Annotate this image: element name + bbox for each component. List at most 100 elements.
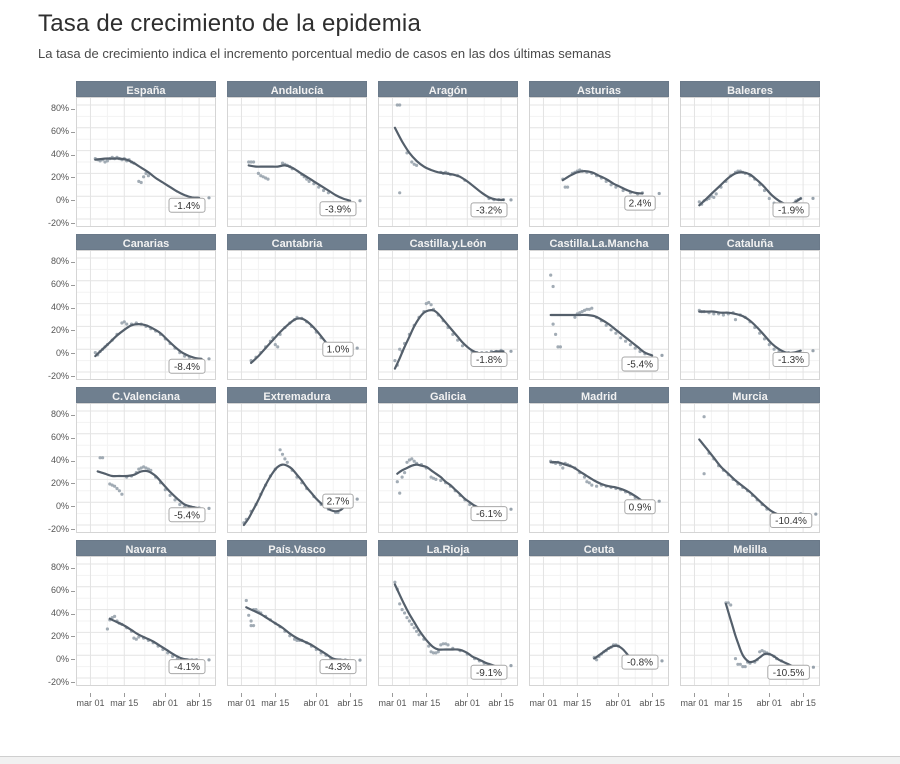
y-axis-label: -20% <box>47 676 69 687</box>
trend-line <box>108 617 198 662</box>
trend-line <box>561 169 644 195</box>
panel-border <box>227 97 367 227</box>
data-point <box>98 456 102 460</box>
latest-point <box>207 196 211 200</box>
facet-panel-c-valenciana: C.Valenciana -5.4% <box>76 387 216 533</box>
data-point <box>431 476 436 480</box>
y-axis-tick <box>71 483 75 485</box>
x-axis-label: abr 15 <box>488 698 514 708</box>
latest-point <box>660 353 664 357</box>
data-point <box>590 306 594 310</box>
panel-border <box>378 250 518 380</box>
data-point <box>554 332 558 336</box>
data-point <box>614 331 618 335</box>
data-point <box>105 159 109 163</box>
y-axis-gutter: 80% 60% 40% 20% 0% -20% <box>38 387 76 534</box>
data-point <box>249 160 253 164</box>
facet-panel-galicia: Galicia -6.1% <box>378 387 518 533</box>
x-axis-label: abr 01 <box>152 698 179 708</box>
data-point <box>434 651 438 655</box>
facet-panel-catalu-a: Cataluña -1.3% <box>680 234 820 380</box>
data-point <box>551 284 555 289</box>
data-point <box>556 345 560 349</box>
facet-header: Ceuta <box>529 540 669 556</box>
data-point <box>105 627 109 631</box>
facet-header: Extremadura <box>227 387 367 403</box>
data-point <box>415 629 419 633</box>
data-point <box>733 657 738 661</box>
data-point <box>628 343 632 347</box>
chart-header: Tasa de crecimiento de la epidemia La ta… <box>0 0 900 61</box>
latest-point <box>207 357 211 361</box>
data-point <box>115 486 119 491</box>
growth-label: -10.4% <box>775 516 807 527</box>
data-point <box>772 347 776 351</box>
facet-plot: -5.4% <box>529 250 669 380</box>
x-axis-label: mar 15 <box>412 698 441 708</box>
latest-point <box>509 349 513 353</box>
growth-label: -1.3% <box>778 355 804 366</box>
growth-label-box <box>470 202 508 218</box>
facet-panel-extremadura: Extremadura 2.7% <box>227 387 367 533</box>
data-point <box>424 302 428 306</box>
x-axis-label: abr 01 <box>756 698 783 708</box>
y-axis-label: 80% <box>50 409 69 420</box>
latest-point <box>509 507 513 511</box>
facet-header: Canarias <box>76 234 216 250</box>
growth-label-box <box>621 356 659 372</box>
data-point <box>171 654 175 658</box>
panel-border <box>76 556 216 686</box>
data-point <box>393 580 397 584</box>
data-point <box>549 273 553 277</box>
data-point <box>417 633 421 637</box>
x-axis-label: mar 15 <box>110 698 139 708</box>
x-axis-tick <box>241 693 243 697</box>
data-point <box>403 611 407 615</box>
latest-point <box>355 497 359 501</box>
x-axis-label: mar 01 <box>529 698 558 708</box>
data-point <box>609 328 613 332</box>
x-axis-label: abr 15 <box>639 698 665 708</box>
data-point <box>273 343 277 347</box>
latest-point <box>207 506 211 510</box>
growth-label-box <box>322 341 354 357</box>
x-axis-cell: mar 01 mar 15 abr 01 abr 15 <box>529 693 669 713</box>
data-point <box>134 637 138 641</box>
facet-panel-canarias: Canarias -8.4% <box>76 234 216 380</box>
data-point <box>762 337 767 341</box>
facet-panel-murcia: Murcia -10.4% <box>680 387 820 533</box>
x-axis-label: abr 01 <box>454 698 481 708</box>
data-point <box>712 195 716 199</box>
facet-plot: -10.5% <box>680 556 820 686</box>
data-point <box>412 459 416 463</box>
data-point <box>743 665 747 669</box>
data-point <box>633 346 637 350</box>
trend-line <box>245 606 349 662</box>
y-axis-tick <box>71 154 75 156</box>
x-axis-cell: mar 01 mar 15 abr 01 abr 15 <box>76 693 216 713</box>
data-point <box>762 188 767 193</box>
latest-point <box>358 658 362 662</box>
data-point <box>429 650 433 654</box>
x-axis-cell: mar 01 mar 15 abr 01 abr 15 <box>378 693 518 713</box>
y-axis-gutter: 80% 60% 40% 20% 0% -20% <box>38 81 76 228</box>
data-point <box>587 307 591 311</box>
y-axis-tick <box>71 131 75 133</box>
data-point <box>561 466 565 470</box>
growth-label-box <box>322 493 354 509</box>
data-point <box>712 312 716 316</box>
facet-plot: -6.1% <box>378 403 518 533</box>
facet-header: Galicia <box>378 387 518 403</box>
facet-header: La.Rioja <box>378 540 518 556</box>
x-axis-label: abr 01 <box>303 698 330 708</box>
latest-point <box>355 346 359 350</box>
y-axis-tick <box>71 636 75 638</box>
data-point <box>400 608 404 612</box>
facet-panel-cantabria: Cantabria 1.0% <box>227 234 367 380</box>
data-point <box>244 598 248 603</box>
growth-label: -10.5% <box>773 668 805 679</box>
data-point <box>398 103 402 107</box>
trend-line <box>396 463 493 511</box>
facet-panel-castilla-la-mancha: Castilla.La.Mancha -5.4% <box>529 234 669 380</box>
facet-plot: -3.2% <box>378 97 518 227</box>
